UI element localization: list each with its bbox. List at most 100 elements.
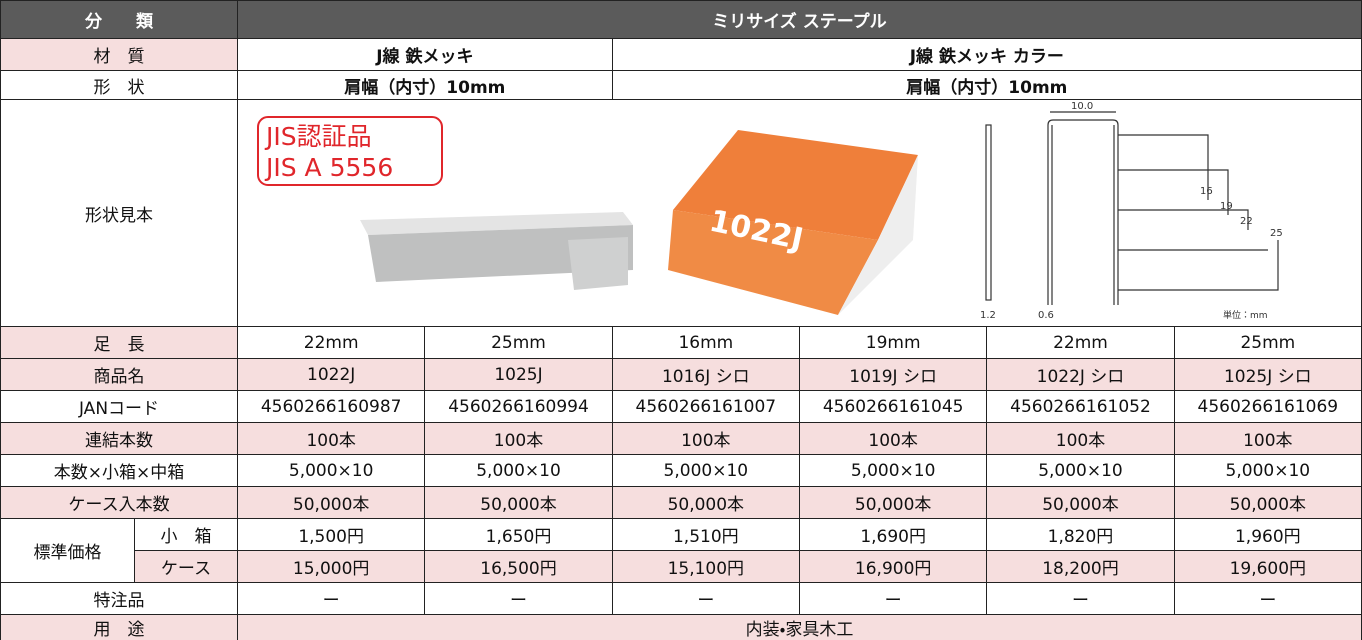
cell: 4560266161069 xyxy=(1173,390,1362,423)
cell: 1,820円 xyxy=(986,518,1175,551)
cell: 1,650円 xyxy=(424,518,613,551)
cell: 100本 xyxy=(424,422,613,455)
cell: 1025J シロ xyxy=(1173,358,1362,391)
cell: 1,960円 xyxy=(1173,518,1362,551)
label: 1.2 xyxy=(980,310,996,321)
cell: 4560266161052 xyxy=(986,390,1175,423)
cell: 5,000×10 xyxy=(611,454,800,487)
cell: 形 状 xyxy=(0,70,238,100)
cell: 50,000本 xyxy=(1173,486,1362,519)
cell: 小 箱 xyxy=(134,518,238,551)
cell: 足 長 xyxy=(0,326,238,359)
badge xyxy=(257,116,443,186)
cell: 4560266161045 xyxy=(798,390,988,423)
label: 単位：mm xyxy=(1223,309,1268,321)
cell: 18,200円 xyxy=(986,550,1175,583)
cell: JIS認証品 JIS A 5556 1022J xyxy=(237,99,1362,327)
cell: 標準価格 xyxy=(0,518,135,583)
cell: 用 途 xyxy=(0,614,238,640)
cell: 100本 xyxy=(986,422,1175,455)
cell: 材 質 xyxy=(0,38,238,71)
row: 材 質 J線 鉄メッキ J線 鉄メッキ カラー xyxy=(0,38,1362,71)
cell: 分 類 xyxy=(0,0,238,39)
cell: 25mm xyxy=(1173,326,1362,359)
cell: 4560266161007 xyxy=(611,390,800,423)
row: JANコード 4560266160987 4560266160994 45602661… xyxy=(0,390,1362,423)
cell: 22mm xyxy=(236,326,426,359)
cell: 肩幅（内寸）10mm xyxy=(611,70,1362,100)
cell: 5,000×10 xyxy=(236,454,426,487)
cell: 22mm xyxy=(986,326,1175,359)
row: 特注品ーーーーーー xyxy=(0,582,1362,615)
cell: 1,500円 xyxy=(236,518,426,551)
cell: 15,100円 xyxy=(611,550,800,583)
cell: 50,000本 xyxy=(236,486,426,519)
cell: ケース入本数 xyxy=(0,486,238,519)
staple-photo xyxy=(360,212,633,290)
cell: 特注品 xyxy=(0,582,238,615)
diagram-labels: 10.0 16 19 22 25 1.2 0.6 単位：mm xyxy=(980,101,1283,321)
cell: J線 鉄メッキ xyxy=(237,38,613,71)
cell: 50,000本 xyxy=(798,486,988,519)
cell: 肩幅（内寸）10mm xyxy=(237,70,613,100)
cell: 形状見本 xyxy=(0,99,238,327)
sample-images: JIS認証品 JIS A 5556 1022J xyxy=(257,101,1283,321)
cell: 本数×小箱×中箱 xyxy=(0,454,238,487)
cell: 1025J xyxy=(424,358,613,391)
cell: 1,690円 xyxy=(798,518,988,551)
row: 本数×小箱×中箱 5,000×10 5,000×10 5,000×10 5,000×10… xyxy=(0,454,1362,487)
cell: ー xyxy=(986,582,1175,615)
cell: 25mm xyxy=(424,326,613,359)
cell: 5,000×10 xyxy=(424,454,613,487)
label: 10.0 xyxy=(1071,101,1093,112)
cell: ケース xyxy=(134,550,238,583)
row: 用 途内装・家具木工 xyxy=(0,614,1362,640)
badge-text: JIS認証品 xyxy=(264,122,372,151)
cell: ミリサイズ ステープル xyxy=(237,0,1362,39)
box-photo: 1022J xyxy=(668,130,918,315)
cell: 5,000×10 xyxy=(1173,454,1362,487)
row: 形状見本 JIS認証品 JIS A 5556 1022J xyxy=(0,99,1362,327)
cell: 1,510円 xyxy=(611,518,800,551)
cell: ー xyxy=(798,582,988,615)
label: 0.6 xyxy=(1038,310,1054,321)
row: 形 状 肩幅（内寸）10mm 肩幅（内寸）10mm xyxy=(0,70,1362,100)
row: 商品名 1022J 1025J 1016J シロ 1019J シロ 1022J シロ 102… xyxy=(0,358,1362,391)
cell: 100本 xyxy=(611,422,800,455)
cell: 16mm xyxy=(611,326,800,359)
cell: ー xyxy=(1173,582,1362,615)
row: 足 長 22mm 25mm 16mm 19mm 22mm 25mm xyxy=(0,326,1362,359)
cell: ー xyxy=(424,582,613,615)
dimension-diagram xyxy=(985,111,1279,305)
cell: 50,000本 xyxy=(424,486,613,519)
cell: 19mm xyxy=(798,326,988,359)
header-row: 分 類 ミリサイズ ステープル xyxy=(0,0,1362,39)
label: 25 xyxy=(1270,228,1283,239)
cell: 5,000×10 xyxy=(798,454,988,487)
cell: JANコード xyxy=(0,390,238,423)
label: 19 xyxy=(1220,201,1233,212)
cell: 16,500円 xyxy=(424,550,613,583)
cell: 50,000本 xyxy=(611,486,800,519)
badge-text: JIS A 5556 xyxy=(264,153,393,182)
cell: 1019J シロ xyxy=(798,358,988,391)
cell: 15,000円 xyxy=(236,550,426,583)
cell: 19,600円 xyxy=(1173,550,1362,583)
cell: 100本 xyxy=(1173,422,1362,455)
cell: 4560266160987 xyxy=(236,390,426,423)
cell: 16,900円 xyxy=(798,550,988,583)
cell: 連結本数 xyxy=(0,422,238,455)
row: 標準価格小 箱 1,500円 1,650円 1,510円 1,690円 1,820円 1,9… xyxy=(0,518,1362,583)
cell: 商品名 xyxy=(0,358,238,391)
cell: 1022J xyxy=(236,358,426,391)
cell: 100本 xyxy=(798,422,988,455)
cell: J線 鉄メッキ カラー xyxy=(611,38,1362,71)
cell: 100本 xyxy=(236,422,426,455)
cell: 5,000×10 xyxy=(986,454,1175,487)
label: 16 xyxy=(1200,186,1213,197)
cell: ー xyxy=(236,582,426,615)
cell: ー xyxy=(611,582,800,615)
cell: 50,000本 xyxy=(986,486,1175,519)
